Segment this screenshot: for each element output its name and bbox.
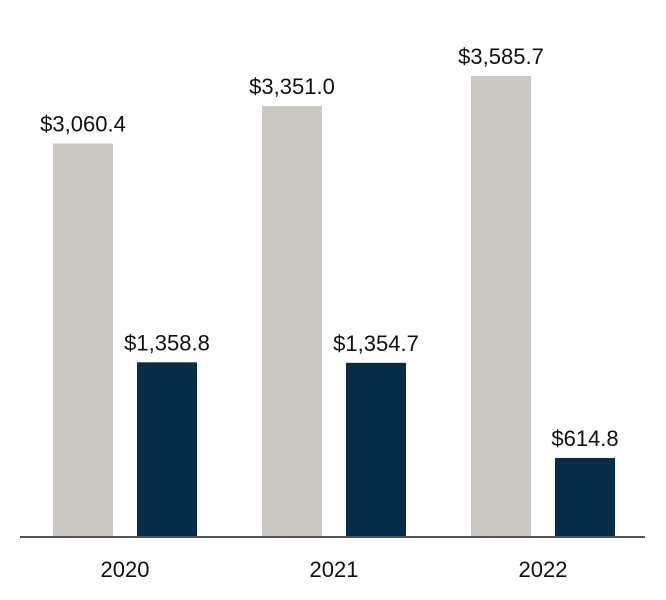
bars-layer (53, 76, 615, 537)
x-tick-label-2022: 2022 (519, 557, 568, 582)
data-label-2020-series-1: $3,060.4 (40, 112, 126, 137)
x-tick-label-2021: 2021 (310, 557, 359, 582)
data-label-2022-series-1: $3,585.7 (458, 44, 544, 69)
data-labels-layer: $3,060.4 $1,358.8 $3,351.0 $1,354.7 $3,585.7… (40, 44, 618, 451)
x-tick-labels-layer: 2020 2021 2022 (101, 557, 568, 582)
bar-2021-series-1 (262, 106, 322, 537)
x-tick-label-2020: 2020 (101, 557, 150, 582)
data-label-2022-series-2: $614.8 (551, 426, 618, 451)
data-label-2021-series-2: $1,354.7 (333, 331, 419, 356)
data-label-2021-series-1: $3,351.0 (249, 74, 335, 99)
bar-2020-series-2 (137, 362, 197, 537)
bar-2020-series-1 (53, 143, 113, 537)
bar-2021-series-2 (346, 362, 406, 537)
data-label-2020-series-2: $1,358.8 (124, 330, 210, 355)
bar-2022-series-1 (471, 76, 531, 537)
bar-2022-series-2 (555, 457, 615, 537)
